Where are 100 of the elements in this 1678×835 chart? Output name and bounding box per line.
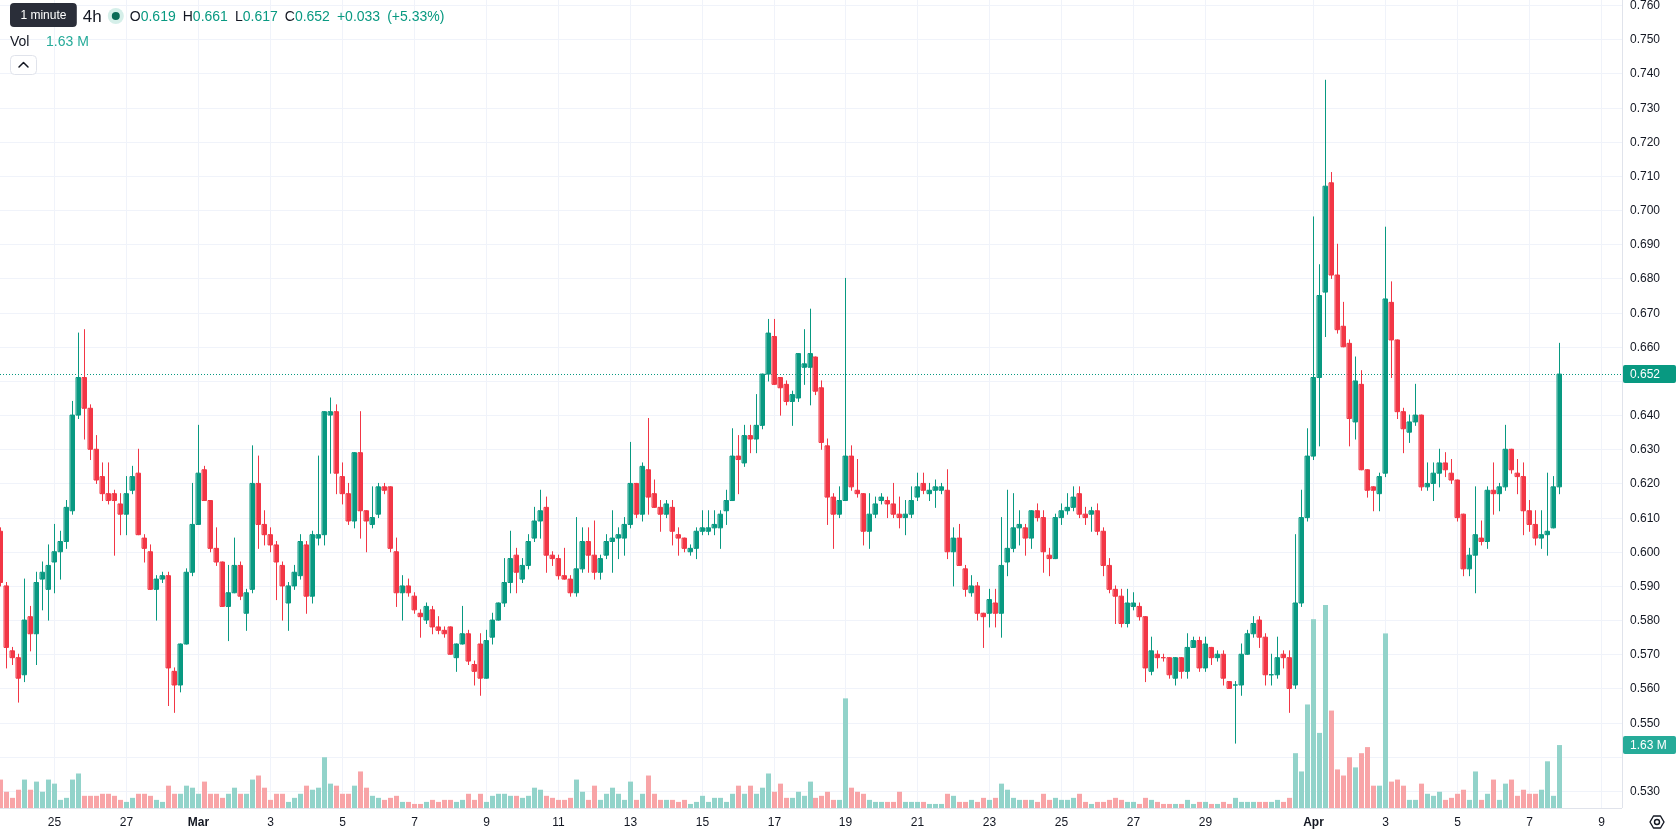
x-tick-label: 3 — [1382, 815, 1390, 829]
candlestick — [514, 547, 519, 594]
candlestick — [1023, 523, 1028, 556]
y-tick-label: 0.710 — [1630, 168, 1661, 183]
bar — [1209, 803, 1214, 808]
x-tick-label: 23 — [982, 815, 997, 829]
text: 1.63 M — [1630, 738, 1667, 753]
candlestick — [4, 582, 9, 669]
bar — [640, 793, 645, 808]
candlestick — [1209, 646, 1214, 666]
x-tick-label: 3 — [267, 815, 275, 829]
candlestick — [1509, 448, 1514, 474]
bar — [514, 795, 519, 808]
bar — [1203, 801, 1208, 808]
candlestick — [598, 554, 603, 580]
bar — [28, 789, 33, 808]
candlestick — [280, 561, 285, 621]
bar — [742, 793, 747, 808]
candlestick — [124, 476, 129, 536]
candlestick — [640, 462, 645, 522]
bar — [1485, 793, 1490, 808]
candlestick — [394, 537, 399, 607]
y-tick-label: 0.760 — [1630, 0, 1661, 13]
x-tick-label: 15 — [695, 815, 710, 829]
y-tick-label: 0.580 — [1630, 613, 1661, 628]
x-tick-label: Apr — [1303, 815, 1325, 829]
candlestick — [1443, 452, 1448, 478]
candlestick — [304, 541, 309, 614]
bar — [400, 801, 405, 808]
candlestick — [418, 609, 423, 638]
bar — [424, 801, 429, 808]
candlestick — [736, 435, 741, 495]
candlestick — [1197, 636, 1202, 672]
candlestick — [424, 602, 429, 625]
candlestick — [370, 486, 375, 529]
y-tick-label: 0.670 — [1630, 305, 1661, 320]
x-tick-label: 29 — [1198, 815, 1213, 829]
y-tick-label: 0.620 — [1630, 476, 1661, 491]
y-tick-label: 0.630 — [1630, 442, 1661, 457]
candlestick — [118, 493, 123, 536]
bar — [1353, 767, 1358, 808]
candlestick — [400, 575, 405, 621]
candlestick — [664, 500, 669, 519]
bar — [1479, 799, 1484, 808]
candlestick — [1089, 506, 1094, 532]
bar — [736, 785, 741, 808]
bar — [304, 785, 309, 808]
candlestick — [634, 482, 639, 519]
y-tick-label: 0.550 — [1630, 715, 1661, 730]
y-tick-label: 0.640 — [1630, 408, 1661, 423]
candlestick — [915, 472, 920, 502]
candlestick — [148, 544, 153, 590]
bar — [1029, 799, 1034, 808]
candlestick — [238, 561, 243, 601]
candlestick — [376, 482, 381, 519]
candlestick — [130, 465, 135, 495]
x-tick-label: 25 — [1054, 815, 1069, 829]
bar — [1149, 799, 1154, 808]
candlestick — [244, 588, 249, 631]
x-tick-label: 27 — [119, 815, 134, 829]
candlestick — [1203, 636, 1208, 672]
candlestick — [166, 571, 171, 707]
candlestick — [22, 578, 27, 683]
bar — [664, 799, 669, 808]
text: O0.619 H0.661 L0.617 C0.652 +0.033 (+5.33%) — [129, 8, 445, 24]
bar — [951, 795, 956, 808]
x-tick-label: 21 — [910, 815, 925, 829]
candlestick — [879, 493, 884, 505]
annotation: 1 minute — [20, 8, 67, 22]
candlestick — [1491, 462, 1496, 515]
candlestick — [742, 424, 747, 467]
candlestick — [1173, 657, 1178, 686]
bar — [1179, 803, 1184, 808]
x-tick-label: 7 — [1526, 815, 1534, 829]
candlestick — [945, 469, 950, 560]
candlestick — [136, 448, 141, 536]
candlestick — [1149, 636, 1154, 676]
candlestick — [670, 500, 675, 546]
candlestick — [1323, 79, 1328, 338]
bar — [945, 793, 950, 808]
bar — [352, 785, 357, 808]
y-tick-label: 0.750 — [1630, 32, 1661, 47]
candlestick — [1179, 657, 1184, 679]
candlestick — [412, 592, 417, 614]
candlestick — [484, 629, 489, 679]
y-tick-label: 0.700 — [1630, 203, 1661, 218]
x-tick-label: 13 — [623, 815, 638, 829]
x-tick-label: 17 — [767, 815, 782, 829]
y-tick-label: 0.610 — [1630, 510, 1661, 525]
ref-line-label: 0.652 — [1630, 367, 1661, 382]
y-tick-label: 0.530 — [1630, 783, 1661, 798]
y-tick-label: 0.680 — [1630, 271, 1661, 286]
y-tick-label: 0.730 — [1630, 100, 1661, 115]
bar — [1491, 779, 1496, 808]
candlestick — [963, 564, 968, 597]
candlestick — [334, 404, 339, 495]
y-tick-label: 0.590 — [1630, 578, 1661, 593]
candlestick — [849, 445, 854, 491]
candlestick — [969, 575, 974, 597]
candlestick — [957, 523, 962, 566]
